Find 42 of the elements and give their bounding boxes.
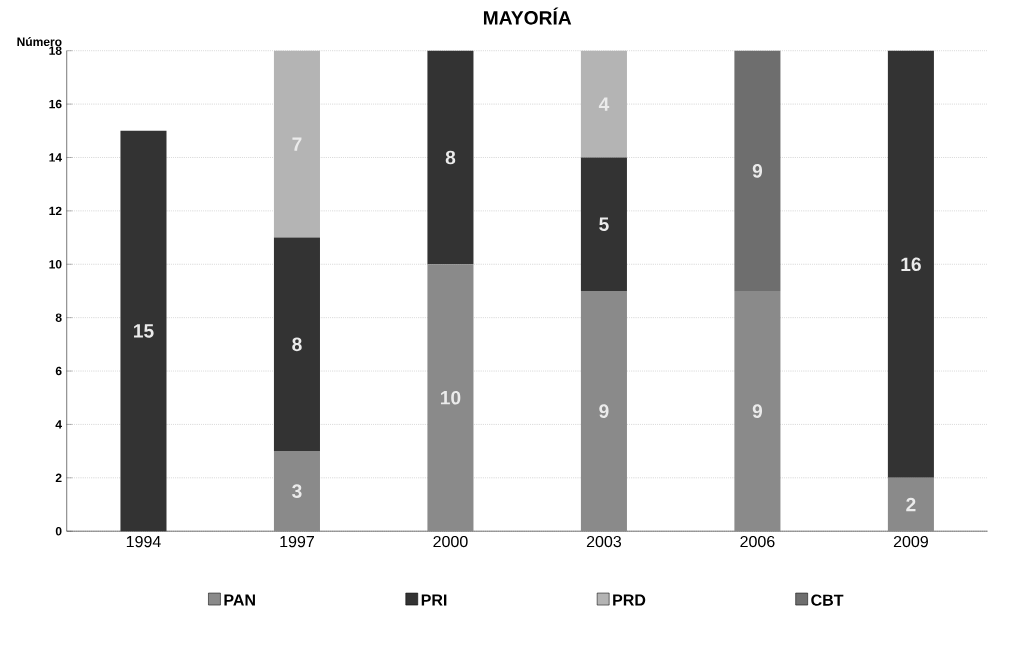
x-tick-label: 2006 bbox=[740, 536, 775, 548]
data-label: 5 bbox=[599, 217, 609, 232]
bar bbox=[273, 50, 320, 238]
y-tick-label: 12 bbox=[49, 206, 62, 216]
y-tick-label: 6 bbox=[55, 366, 62, 376]
data-label: 16 bbox=[901, 257, 921, 272]
y-tick-label: 10 bbox=[49, 260, 62, 269]
legend-label: PRD bbox=[613, 594, 646, 606]
x-tick-label: 2003 bbox=[586, 536, 622, 548]
bar bbox=[580, 50, 627, 158]
legend-label: CBT bbox=[811, 594, 844, 606]
x-tick-label: 2009 bbox=[893, 536, 928, 548]
chart-title: MAYORÍA bbox=[483, 7, 572, 25]
x-tick-label: 2000 bbox=[433, 536, 468, 548]
y-tick-label: 16 bbox=[49, 100, 62, 109]
data-label: 15 bbox=[134, 324, 154, 338]
bar bbox=[273, 237, 320, 452]
data-label: 3 bbox=[292, 484, 302, 499]
bar bbox=[887, 477, 934, 532]
bar bbox=[120, 130, 167, 532]
data-label: 8 bbox=[445, 150, 456, 165]
data-label: 9 bbox=[752, 404, 763, 419]
legend-label: PRI bbox=[421, 594, 447, 606]
data-label: 9 bbox=[599, 404, 609, 419]
y-tick-label: 14 bbox=[49, 153, 62, 162]
y-tick-label: 2 bbox=[55, 473, 62, 483]
data-label: 10 bbox=[440, 391, 461, 405]
bar bbox=[887, 50, 934, 478]
y-tick-label: 18 bbox=[49, 46, 62, 56]
y-axis-title: Número bbox=[17, 37, 62, 47]
y-tick-label: 4 bbox=[55, 420, 62, 429]
bar bbox=[427, 50, 474, 265]
legend-label: PAN bbox=[224, 594, 255, 606]
y-tick-label: 0 bbox=[55, 527, 62, 536]
bar bbox=[580, 157, 627, 292]
y-tick-label: 8 bbox=[55, 313, 62, 323]
x-tick-label: 1997 bbox=[280, 536, 314, 548]
data-label: 8 bbox=[292, 337, 302, 352]
x-tick-label: 1994 bbox=[126, 536, 161, 548]
data-label: 9 bbox=[752, 164, 763, 178]
data-label: 2 bbox=[906, 497, 916, 512]
bar bbox=[734, 50, 781, 292]
